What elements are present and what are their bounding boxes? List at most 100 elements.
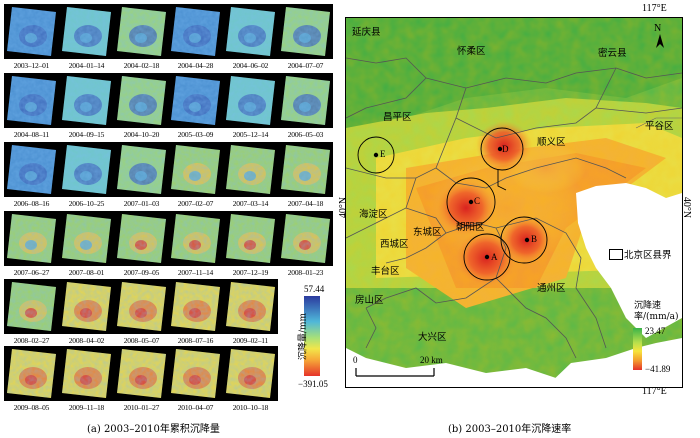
time-series-frame: 2010–10–18 [223,346,278,414]
district-xicheng: 西城区 [380,239,409,250]
frame-date-label: 2008–05–07 [123,336,160,345]
north-letter: N [654,23,662,34]
frame-image [4,346,59,401]
frame-date-label: 2007–12–19 [232,268,269,277]
north-arrow: N [652,23,668,49]
time-series-frame: 2005–12–14 [223,73,278,141]
district-shunyi: 顺义区 [537,137,566,148]
frame-image [114,346,169,401]
time-series-frame: 2005–03–09 [168,73,223,141]
frame-image [223,142,278,197]
frame-image [4,142,59,197]
cumulative-colorbar-max: 57.44 [304,284,325,294]
time-series-frame: 2004–10–20 [114,73,169,141]
time-series-frame: 2004–04–28 [168,4,223,72]
point-label-c: C [474,196,481,206]
time-series-frame: 2008–07–16 [168,279,223,347]
frame-date-label: 2004–09–15 [68,130,105,139]
frame-date-label: 2009–11–18 [68,403,105,412]
district-daxing: 大兴区 [418,332,447,343]
time-series-frame: 2007–01–03 [114,142,169,210]
frame-image [4,211,59,266]
map-svg [346,18,682,387]
point-label-a: A [491,252,498,262]
time-series-frame: 2008–01–23 [278,211,333,279]
scale-distance-label: 20 km [420,355,443,365]
frame-image [114,279,169,334]
district-changping: 昌平区 [383,112,412,123]
frame-date-label: 2009–02–11 [232,336,269,345]
frame-image [114,73,169,128]
time-series-frame: 2007–06–27 [4,211,59,279]
frame-image [278,73,333,128]
frame-date-label: 2008–01–23 [287,268,324,277]
cumulative-colorbar [304,296,320,376]
frame-image [59,346,114,401]
frame-image [168,4,223,59]
time-series-frame: 2006–08–16 [4,142,59,210]
frame-date-label: 2004–10–20 [123,130,160,139]
district-haidian: 海淀区 [359,209,388,220]
frame-date-label: 2004–07–07 [287,61,324,70]
rate-colorbar [633,328,642,370]
time-series-frame: 2004–01–14 [59,4,114,72]
frame-date-label: 2004–06–02 [232,61,269,70]
county-boundary-legend-swatch [609,249,623,260]
frame-image [168,211,223,266]
time-series-frame: 2009–08–05 [4,346,59,414]
subsidence-rate-map [345,17,683,388]
time-series-frame: 2007–02–07 [168,142,223,210]
frame-date-label: 2008–02–27 [13,336,50,345]
frame-date-label: 2007–03–14 [232,199,269,208]
lon-label-top: 117°E [642,3,667,14]
frame-date-label: 2008–07–16 [177,336,214,345]
district-fengtai: 丰台区 [371,266,400,277]
caption-a: (a) 2003–2010年累积沉降量 [87,424,220,435]
frame-date-label: 2010–01–27 [123,403,160,412]
district-tongzhou: 通州区 [537,283,566,294]
frame-date-label: 2007–09–05 [123,268,160,277]
district-huairou: 怀柔区 [457,46,486,57]
cumulative-colorbar-min: −391.05 [298,379,328,389]
time-series-frame: 2009–02–11 [223,279,278,347]
frame-image [168,73,223,128]
frame-image [4,279,59,334]
frame-image [4,4,59,59]
frame-date-label: 2007–11–14 [177,268,214,277]
frame-image [59,279,114,334]
frame-image [114,142,169,197]
frame-image [114,211,169,266]
frame-date-label: 2005–03–09 [177,130,214,139]
time-series-frame: 2007–04–18 [278,142,333,210]
district-fangshan: 房山区 [355,295,384,306]
time-series-frame: 2007–12–19 [223,211,278,279]
frame-image [278,211,333,266]
frame-date-label: 2003–12–01 [13,61,50,70]
frame-image [59,73,114,128]
time-series-frame: 2010–01–27 [114,346,169,414]
time-series-frame: 2010–04–07 [168,346,223,414]
frame-image [278,4,333,59]
frame-date-label: 2007–01–03 [123,199,160,208]
frame-date-label: 2004–04–28 [177,61,214,70]
time-series-frame: 2008–05–07 [114,279,169,347]
frame-date-label: 2007–06–27 [13,268,50,277]
time-series-frame: 2006–10–25 [59,142,114,210]
frame-date-label: 2007–08–01 [68,268,105,277]
frame-image [114,4,169,59]
time-series-frame: 2004–09–15 [59,73,114,141]
cumulative-colorbar-title: 沉降量/mm [298,312,309,361]
frame-date-label: 2007–04–18 [287,199,324,208]
frame-image [59,211,114,266]
scale-zero-label: 0 [353,355,358,365]
frame-date-label: 2007–02–07 [177,199,214,208]
county-boundary-legend-label: 北京区县界 [624,250,672,261]
frame-date-label: 2010–10–18 [232,403,269,412]
time-series-frame: 2007–09–05 [114,211,169,279]
frame-image [223,73,278,128]
frame-image [223,346,278,401]
frame-image [4,73,59,128]
frame-date-label: 2010–04–07 [177,403,214,412]
time-series-frame: 2003–12–01 [4,4,59,72]
district-pinggu: 平谷区 [645,121,674,132]
